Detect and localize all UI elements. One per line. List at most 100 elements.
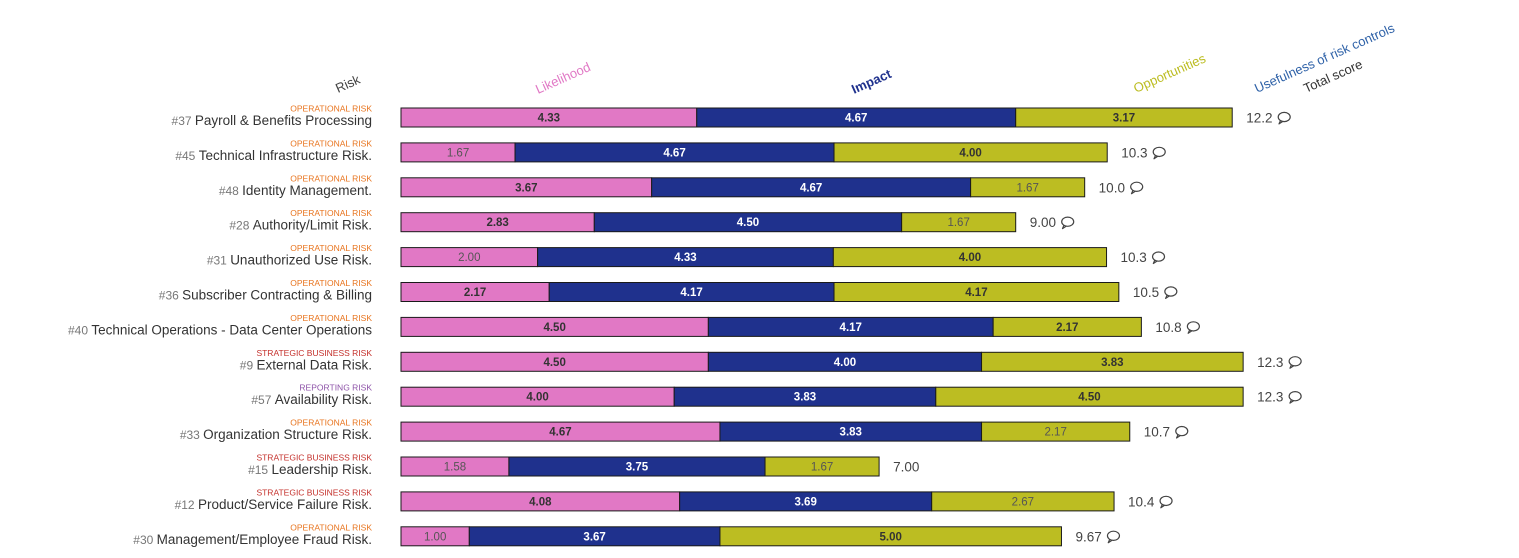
risk-column-header: Risk bbox=[333, 72, 363, 96]
risk-number: #48 bbox=[219, 184, 242, 198]
impact-column-header: Impact bbox=[849, 66, 894, 97]
opportunities-bar-segment[interactable] bbox=[981, 421, 1131, 442]
risk-title: External Data Risk. bbox=[256, 357, 372, 372]
impact-value-label: 4.17 bbox=[840, 322, 862, 334]
opportunities-bar-segment[interactable] bbox=[935, 386, 1244, 407]
opportunities-bar-segment[interactable] bbox=[1015, 107, 1233, 128]
opportunities-bar-segment[interactable] bbox=[931, 491, 1115, 512]
opportunities-bar-segment[interactable] bbox=[833, 142, 1108, 163]
risk-name-label: #30 Management/Employee Fraud Risk. bbox=[133, 532, 372, 547]
risk-number: #9 bbox=[240, 358, 257, 372]
table-row: OPERATIONAL RISK#45 Technical Infrastruc… bbox=[175, 138, 1166, 163]
impact-value-label: 4.00 bbox=[834, 357, 856, 369]
risk-category-label: OPERATIONAL RISK bbox=[290, 208, 372, 218]
comment-icon-bubble bbox=[1061, 216, 1075, 227]
risk-rows: OPERATIONAL RISK #37 Payroll & Benefits P… bbox=[68, 104, 1302, 547]
comment-icon[interactable] bbox=[1175, 425, 1189, 439]
opportunities-bar-segment[interactable] bbox=[901, 212, 1017, 233]
risk-name-label: #37 Payroll & Benefits Processing bbox=[172, 113, 372, 128]
total-score-label: 10.0 bbox=[1099, 180, 1125, 195]
comment-icon[interactable] bbox=[1151, 251, 1166, 265]
opportunities-value-label: 4.00 bbox=[959, 147, 981, 159]
risk-number: #40 bbox=[68, 323, 91, 337]
opportunities-value-label: 1.67 bbox=[947, 217, 969, 229]
risk-number: #28 bbox=[229, 219, 252, 233]
likelihood-value-label: 4.50 bbox=[543, 357, 565, 369]
comment-icon[interactable] bbox=[1277, 111, 1291, 125]
total-score-label: 10.4 bbox=[1128, 494, 1155, 509]
impact-value-label: 3.75 bbox=[626, 462, 649, 474]
opportunities-value-label: 2.67 bbox=[1012, 496, 1034, 508]
opportunities-value-label: 2.17 bbox=[1044, 427, 1066, 439]
comment-icon-bubble bbox=[1159, 495, 1173, 507]
opportunities-bar-segment[interactable] bbox=[833, 282, 1120, 302]
impact-value-label: 3.67 bbox=[583, 531, 605, 543]
total-score-label: 10.3 bbox=[1121, 145, 1147, 160]
comment-icon-tail bbox=[1289, 364, 1295, 369]
table-row: OPERATIONAL RISK#48 Identity Management.… bbox=[219, 173, 1144, 198]
table-row: STRATEGIC BUSINESS RISK#12 Product/Servi… bbox=[175, 487, 1173, 512]
risk-title: Leadership Risk. bbox=[271, 462, 372, 477]
comment-icon-bubble bbox=[1151, 251, 1166, 262]
comment-icon-bubble bbox=[1164, 286, 1178, 297]
opportunities-bar-segment[interactable] bbox=[719, 526, 1062, 547]
comment-icon[interactable] bbox=[1288, 356, 1302, 369]
likelihood-value-label: 2.00 bbox=[458, 252, 480, 264]
table-row: OPERATIONAL RISK #28 Authority/Limit Risk… bbox=[229, 208, 1075, 233]
comment-icon-bubble bbox=[1186, 321, 1200, 332]
total-score-label: 7.00 bbox=[893, 460, 919, 475]
risk-title: Technical Operations - Data Center Opera… bbox=[91, 322, 372, 337]
risk-title: Subscriber Contracting & Billing bbox=[182, 288, 372, 303]
opportunities-bar-segment[interactable] bbox=[992, 316, 1142, 337]
risk-number: #31 bbox=[207, 254, 230, 268]
likelihood-value-label: 4.50 bbox=[543, 322, 565, 334]
risk-name-label: #36 Subscriber Contracting & Billing bbox=[159, 288, 372, 303]
risk-title: Availability Risk. bbox=[275, 392, 372, 407]
likelihood-value-label: 1.67 bbox=[447, 147, 469, 159]
total-score-label: 10.5 bbox=[1133, 285, 1159, 300]
comment-icon-bubble bbox=[1130, 181, 1144, 192]
opportunities-bar-segment[interactable] bbox=[764, 456, 880, 477]
total-score-label: 10.3 bbox=[1121, 250, 1147, 265]
risk-category-label: OPERATIONAL RISK bbox=[290, 522, 372, 532]
opportunities-value-label: 2.17 bbox=[1056, 322, 1078, 334]
risk-title: Authority/Limit Risk. bbox=[253, 218, 372, 233]
risk-number: #36 bbox=[159, 289, 182, 303]
table-row: OPERATIONAL RISK#36 Subscriber Contracti… bbox=[159, 278, 1178, 303]
opportunities-value-label: 1.67 bbox=[1016, 182, 1038, 194]
comment-icon[interactable] bbox=[1186, 321, 1200, 334]
opportunities-bar-segment[interactable] bbox=[832, 247, 1108, 268]
comment-icon[interactable] bbox=[1164, 286, 1178, 299]
risk-category-label: STRATEGIC BUSINESS RISK bbox=[256, 453, 372, 463]
opportunities-bar-segment[interactable] bbox=[981, 351, 1244, 372]
comment-icon[interactable] bbox=[1159, 495, 1173, 509]
likelihood-value-label: 4.08 bbox=[529, 496, 552, 508]
comment-icon-tail bbox=[1130, 190, 1136, 195]
comment-icon[interactable] bbox=[1288, 391, 1302, 404]
comment-icon[interactable] bbox=[1061, 216, 1075, 230]
impact-value-label: 4.50 bbox=[737, 217, 759, 229]
opportunities-bar-segment[interactable] bbox=[970, 177, 1086, 198]
comment-icon[interactable] bbox=[1130, 181, 1144, 195]
table-row: OPERATIONAL RISK#30 Management/Employee … bbox=[133, 522, 1121, 547]
risk-title: Organization Structure Risk. bbox=[203, 427, 372, 442]
likelihood-column-header: Likelihood bbox=[533, 59, 593, 97]
comment-icon-bubble bbox=[1106, 530, 1121, 542]
impact-value-label: 3.69 bbox=[794, 496, 816, 508]
risk-title: Management/Employee Fraud Risk. bbox=[157, 532, 372, 547]
impact-value-label: 3.83 bbox=[794, 392, 816, 404]
comment-icon-tail bbox=[1289, 399, 1295, 404]
opportunities-value-label: 1.67 bbox=[811, 462, 833, 474]
risk-title: Technical Infrastructure Risk. bbox=[199, 148, 372, 163]
risk-name-label: #48 Identity Management. bbox=[219, 183, 372, 198]
comment-icon[interactable] bbox=[1152, 146, 1166, 160]
risk-category-label: STRATEGIC BUSINESS RISK bbox=[256, 348, 372, 358]
risk-name-label: #45 Technical Infrastructure Risk. bbox=[175, 148, 372, 163]
comment-icon[interactable] bbox=[1106, 530, 1121, 544]
risk-name-label: #33 Organization Structure Risk. bbox=[180, 427, 372, 442]
opportunities-value-label: 5.00 bbox=[880, 531, 902, 543]
table-row: REPORTING RISK#57 Availability Risk. 4.00… bbox=[251, 383, 1302, 407]
risk-number: #45 bbox=[175, 149, 198, 163]
total-score-label: 12.3 bbox=[1257, 390, 1283, 405]
